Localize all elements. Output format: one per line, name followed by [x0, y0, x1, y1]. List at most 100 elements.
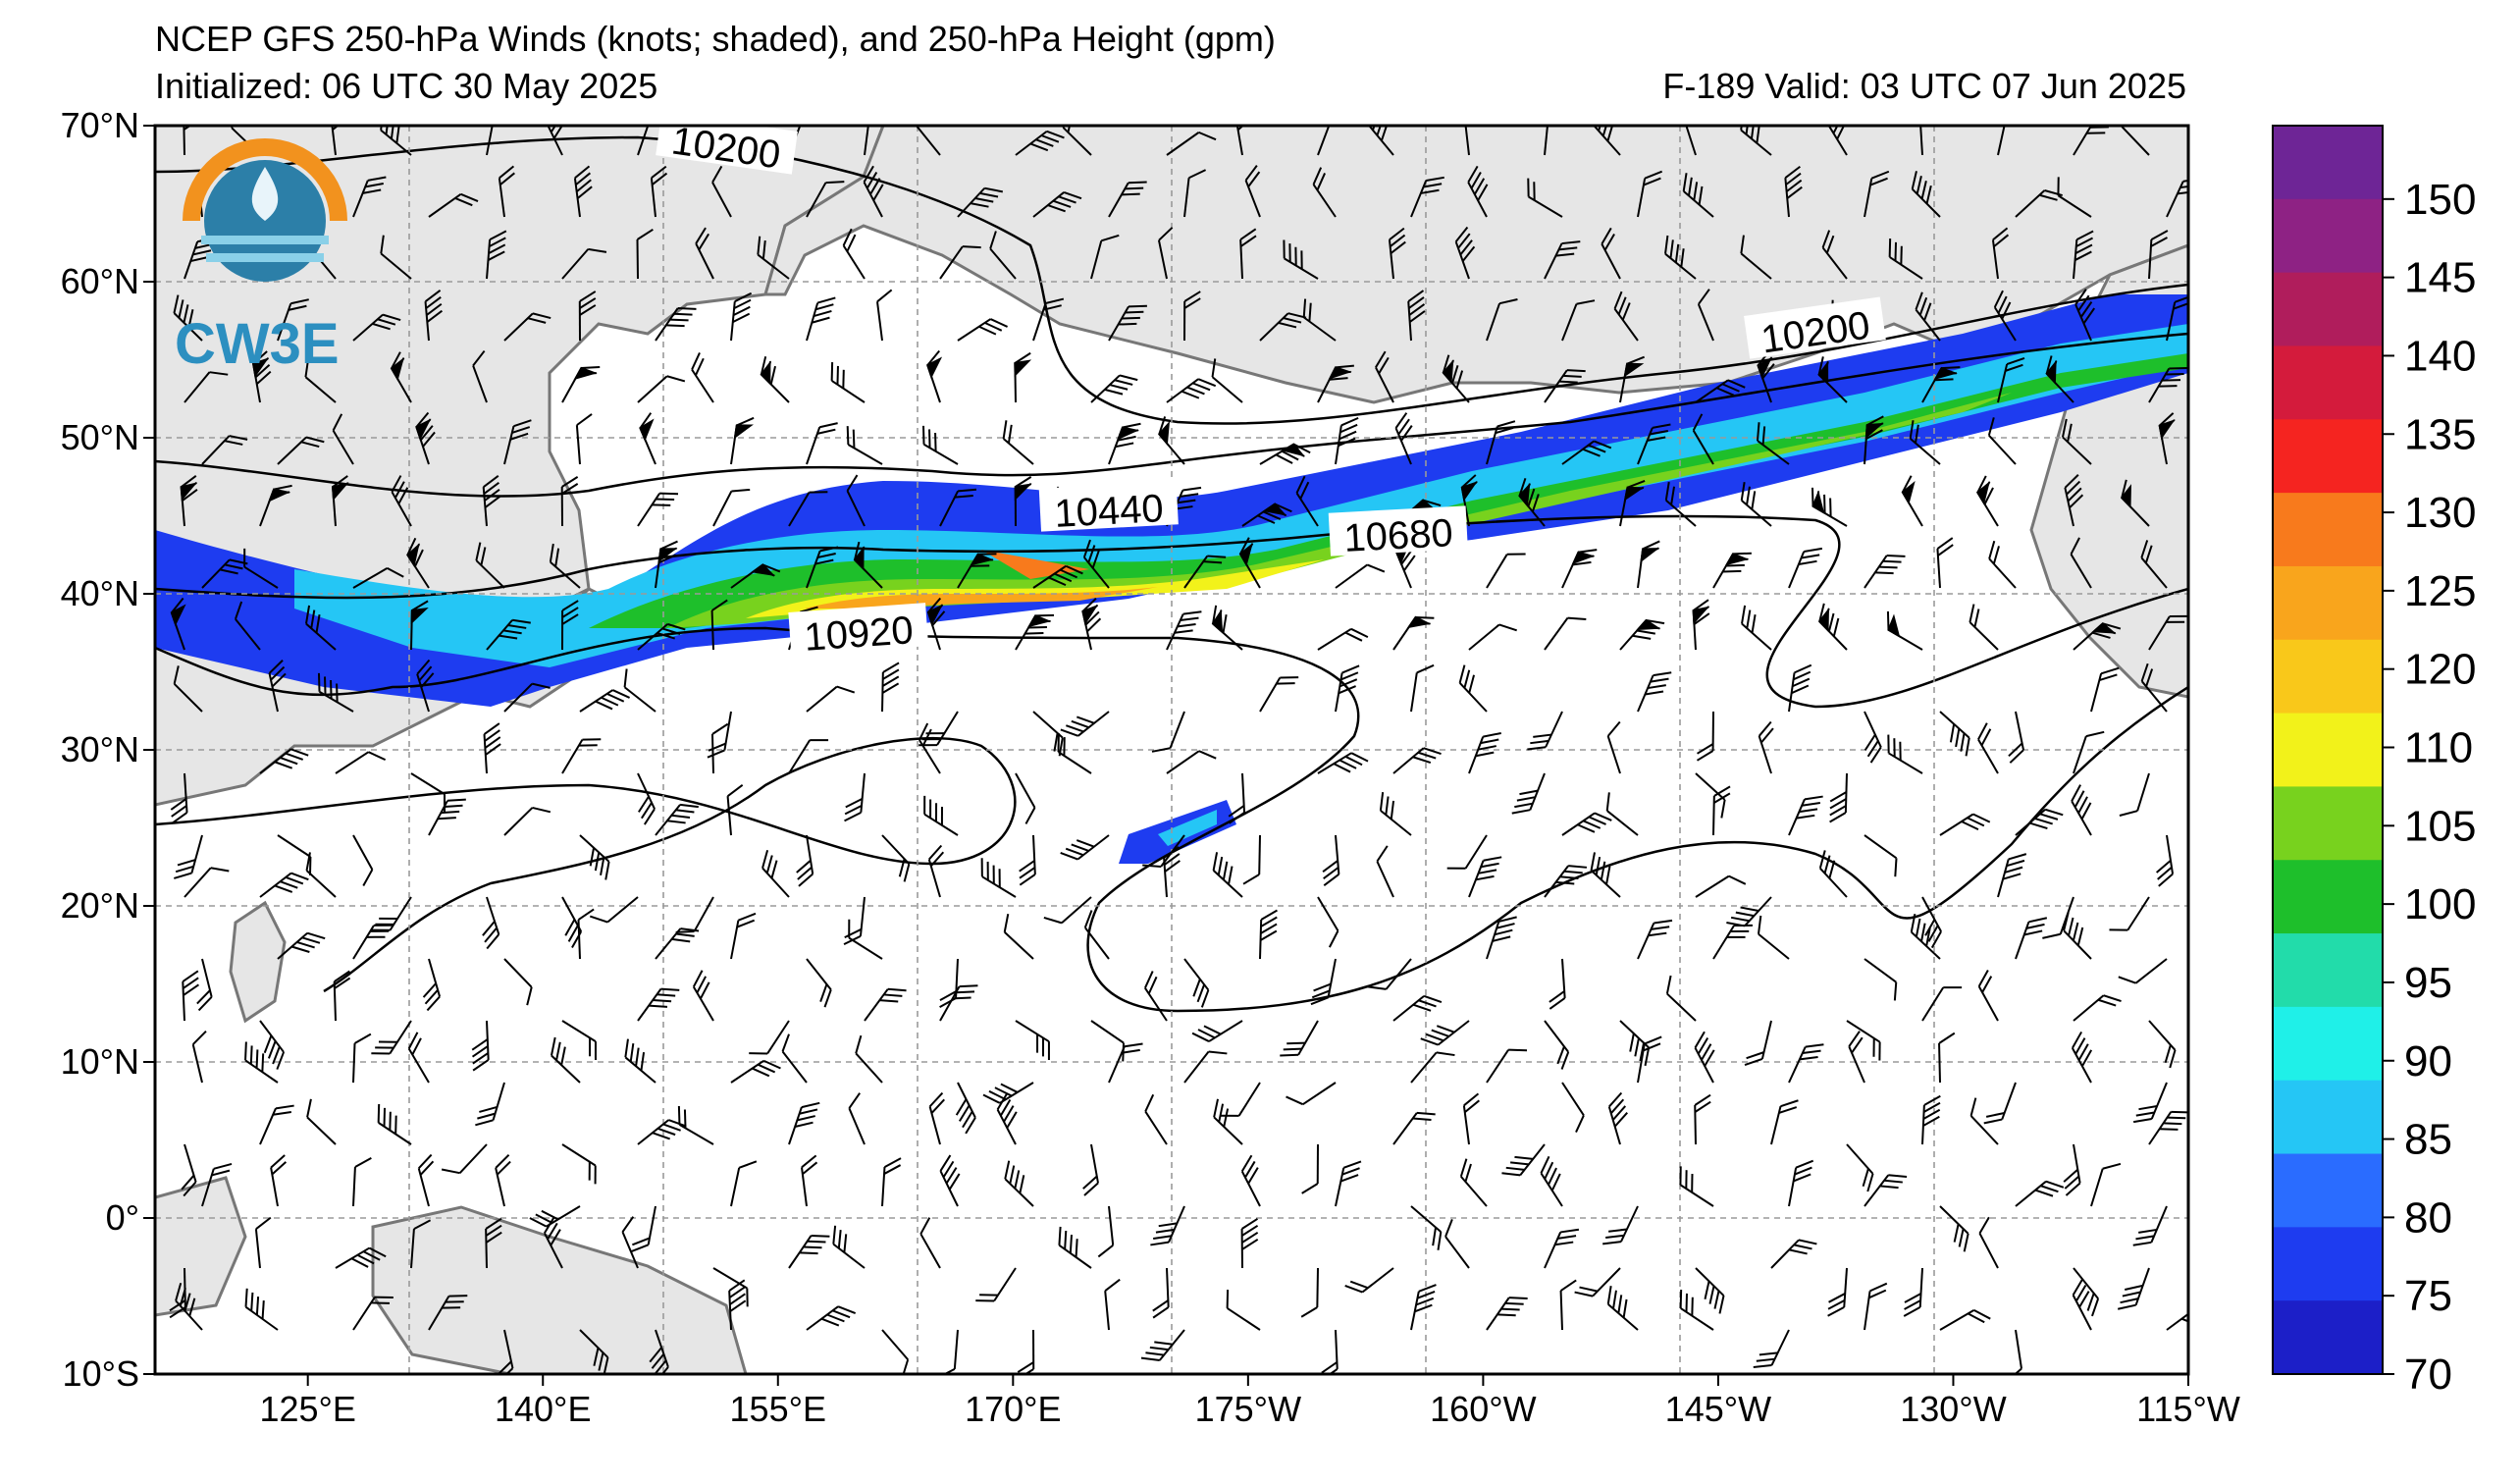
wind-barb [957, 186, 1003, 218]
wind-barb [485, 1217, 502, 1269]
wind-barb [561, 247, 607, 280]
wind-barb [1226, 1290, 1261, 1331]
wind-barb [939, 984, 978, 1022]
wind-barb [655, 927, 700, 960]
wind-barb [2158, 412, 2176, 465]
wind-barb [749, 1020, 790, 1055]
wind-barb [1664, 481, 1697, 527]
wind-barb [1740, 482, 1772, 527]
wind-barb [1002, 420, 1034, 465]
wind-barb [1788, 547, 1823, 589]
wind-barb [416, 659, 435, 713]
cw3e-logo: CW3E [175, 138, 347, 376]
wind-barb [1367, 958, 1412, 990]
wind-barb [730, 1160, 758, 1207]
colorbar-label: 130 [2404, 489, 2476, 537]
wind-barb [1454, 226, 1476, 280]
wind-barb [428, 192, 479, 218]
wind-barb [1032, 191, 1082, 218]
wind-barb [1757, 349, 1775, 403]
wind-barb [1827, 1267, 1848, 1317]
wind-barb [1317, 364, 1354, 403]
wind-barb [639, 412, 656, 465]
lon-label: 140°E [495, 1389, 591, 1429]
wind-barb [1788, 663, 1812, 713]
wind-barb [1032, 297, 1065, 342]
wind-barb [1540, 1155, 1563, 1207]
wind-barb [243, 548, 279, 589]
wind-barb [1637, 1035, 1662, 1084]
colorbar-label: 105 [2404, 802, 2476, 850]
wind-barb [975, 1267, 1017, 1302]
lon-label: 130°W [1900, 1389, 2006, 1429]
wind-barb [529, 1205, 581, 1228]
wind-barb [1388, 227, 1406, 280]
wind-barb [832, 1225, 866, 1269]
colorbar-swatch [2273, 419, 2383, 494]
wind-barb [575, 413, 593, 465]
wind-barb [2073, 1267, 2100, 1317]
wind-barb [1784, 165, 1803, 218]
wind-barb [482, 475, 501, 527]
wind-barb [1015, 130, 1065, 156]
wind-barb [1887, 734, 1923, 774]
wind-barb [352, 313, 401, 342]
wind-barb [1544, 369, 1586, 403]
wind-barb [637, 126, 652, 156]
wind-barb [1987, 417, 2017, 465]
wind-barb [1619, 355, 1646, 403]
wind-barb [637, 492, 679, 527]
wind-barb [424, 289, 444, 342]
wind-barb [1392, 747, 1442, 774]
colorbar-swatch [2273, 1080, 2383, 1155]
valid-time-label: F-189 Valid: 03 UTC 07 Jun 2025 [1662, 66, 2186, 106]
wind-barb [1788, 795, 1823, 836]
wind-barb [1602, 1205, 1639, 1245]
wind-barb [1696, 711, 1714, 762]
wind-barb [796, 834, 814, 887]
wind-barb [251, 350, 272, 403]
wind-barb [1561, 549, 1598, 589]
wind-barb [1817, 603, 1848, 651]
wind-barb [560, 476, 579, 527]
wind-barb [1888, 238, 1923, 280]
wind-barb [1004, 1160, 1034, 1207]
wind-barb [1561, 1082, 1585, 1134]
wind-barb [1757, 915, 1790, 960]
wind-barb [636, 228, 654, 280]
wind-barb [1410, 1284, 1437, 1331]
wind-barb [2015, 917, 2048, 960]
wind-barb [181, 1143, 197, 1197]
wind-barb [711, 165, 732, 218]
wind-barb [259, 484, 292, 527]
wind-barb [2057, 177, 2092, 218]
wind-barb [1163, 846, 1181, 898]
wind-barb [1712, 785, 1731, 836]
wind-barb [483, 722, 501, 774]
wind-barb [1335, 563, 1386, 589]
initialized-label: Initialized: 06 UTC 30 May 2025 [155, 66, 658, 106]
wind-barb [1312, 167, 1337, 218]
wind-barb [1157, 227, 1174, 280]
wind-barb [806, 685, 856, 713]
colorbar-label: 145 [2404, 254, 2476, 302]
wind-barb [1915, 291, 1941, 342]
wind-barb [788, 739, 829, 774]
wind-barb [371, 1020, 412, 1055]
wind-barb [1302, 298, 1337, 342]
wind-barb [2148, 614, 2188, 651]
wind-barb [352, 834, 374, 886]
wind-barb [330, 126, 348, 156]
wind-barb [2090, 1162, 2122, 1207]
wind-barb [710, 722, 729, 774]
wind-barb [1818, 850, 1848, 898]
wind-barb [503, 419, 532, 465]
wind-barb [1335, 416, 1359, 465]
wind-barb [1825, 126, 1848, 156]
wind-barb [1211, 605, 1243, 651]
wind-barb [1770, 1099, 1799, 1145]
wind-barb [1821, 230, 1848, 280]
lon-label: 155°E [730, 1389, 826, 1429]
wind-barb [1017, 1329, 1035, 1374]
wind-barb [939, 1154, 961, 1207]
